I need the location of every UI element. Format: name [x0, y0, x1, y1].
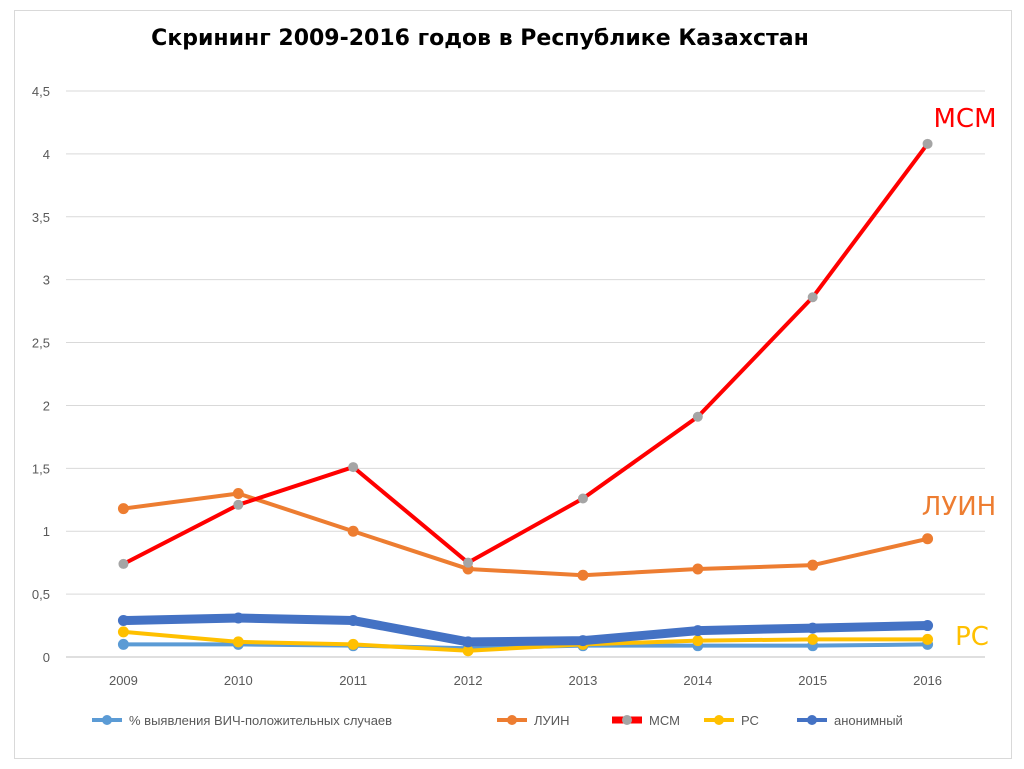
legend-item: МСМ: [612, 713, 680, 728]
y-tick-label: 3,5: [32, 210, 50, 225]
legend-label: МСМ: [649, 713, 680, 728]
legend-item: анонимный: [797, 713, 903, 728]
data-point: [462, 636, 474, 648]
x-tick-label: 2013: [568, 673, 597, 688]
series-lines: [117, 138, 934, 657]
data-point: [692, 411, 703, 422]
data-point: [232, 487, 244, 499]
data-point: [347, 638, 359, 650]
legend-item: ЛУИН: [497, 713, 570, 728]
data-point: [692, 563, 704, 575]
chart-frame: [14, 10, 1012, 759]
x-tick-label: 2016: [913, 673, 942, 688]
y-tick-label: 1: [43, 524, 50, 539]
data-point: [232, 612, 244, 624]
legend-marker: [714, 715, 724, 725]
data-point: [348, 462, 359, 473]
y-tick-label: 3: [43, 273, 50, 288]
legend-item: % выявления ВИЧ-положительных случаев: [92, 713, 392, 728]
legend-label: % выявления ВИЧ-положительных случаев: [129, 713, 392, 728]
legend-label: анонимный: [834, 713, 903, 728]
data-point: [118, 558, 129, 569]
legend-marker: [622, 715, 632, 725]
legend-marker: [102, 715, 112, 725]
data-point: [922, 138, 933, 149]
data-point: [117, 615, 129, 627]
x-tick-label: 2010: [224, 673, 253, 688]
x-tick-label: 2011: [339, 673, 367, 688]
y-tick-label: 2,5: [32, 336, 50, 351]
y-tick-label: 0,5: [32, 587, 50, 602]
data-point: [922, 533, 934, 545]
legend-label: РС: [741, 713, 759, 728]
legend: % выявления ВИЧ-положительных случаев ЛУИ…: [92, 713, 903, 728]
legend-marker: [507, 715, 517, 725]
chart-title: Скрининг 2009-2016 годов в Республике Ка…: [151, 26, 809, 51]
data-point: [692, 625, 704, 637]
data-point: [117, 638, 129, 650]
annotation-label: ЛУИН: [922, 492, 996, 522]
y-tick-label: 4,5: [32, 84, 50, 99]
data-point: [807, 292, 818, 303]
data-point: [463, 557, 474, 568]
series-3: [118, 138, 933, 569]
data-point: [117, 626, 129, 638]
data-point: [807, 559, 819, 571]
series-4: [117, 626, 934, 657]
series-line: [118, 613, 933, 647]
data-point: [462, 645, 474, 657]
data-point: [577, 493, 588, 504]
series-line: [121, 141, 930, 566]
annotation-label: РС: [955, 622, 989, 652]
data-point: [807, 622, 819, 634]
data-point: [807, 633, 819, 645]
series-5: [117, 612, 934, 648]
gridlines: [66, 90, 985, 658]
y-tick-label: 2: [43, 398, 50, 413]
legend-marker: [807, 715, 817, 725]
x-tick-label: 2014: [683, 673, 712, 688]
x-axis-ticks: 2009 2010 2011 2012 2013 2014 2015 2016: [109, 673, 942, 688]
series-line: [121, 491, 930, 578]
data-point: [232, 636, 244, 648]
x-tick-label: 2012: [454, 673, 483, 688]
y-tick-label: 0: [43, 650, 50, 665]
x-tick-label: 2009: [109, 673, 138, 688]
y-tick-label: 4: [43, 147, 50, 162]
series-line: [121, 629, 930, 653]
data-point: [347, 525, 359, 537]
x-tick-label: 2015: [798, 673, 827, 688]
annotation-label: МСМ: [933, 104, 996, 134]
legend-label: ЛУИН: [534, 713, 570, 728]
data-point: [692, 635, 704, 647]
data-point: [922, 620, 934, 632]
legend-item: РС: [704, 713, 759, 728]
data-point: [577, 569, 589, 581]
data-point: [117, 503, 129, 515]
y-tick-label: 1,5: [32, 461, 50, 476]
series-annotations: МСМ ЛУИН РС: [922, 104, 997, 652]
y-axis-ticks: 0 0,5 1 1,5 2 2,5 3 3,5 4 4,5: [32, 84, 50, 665]
data-point: [347, 615, 359, 627]
data-point: [577, 635, 589, 647]
data-point: [233, 499, 244, 510]
data-point: [922, 633, 934, 645]
